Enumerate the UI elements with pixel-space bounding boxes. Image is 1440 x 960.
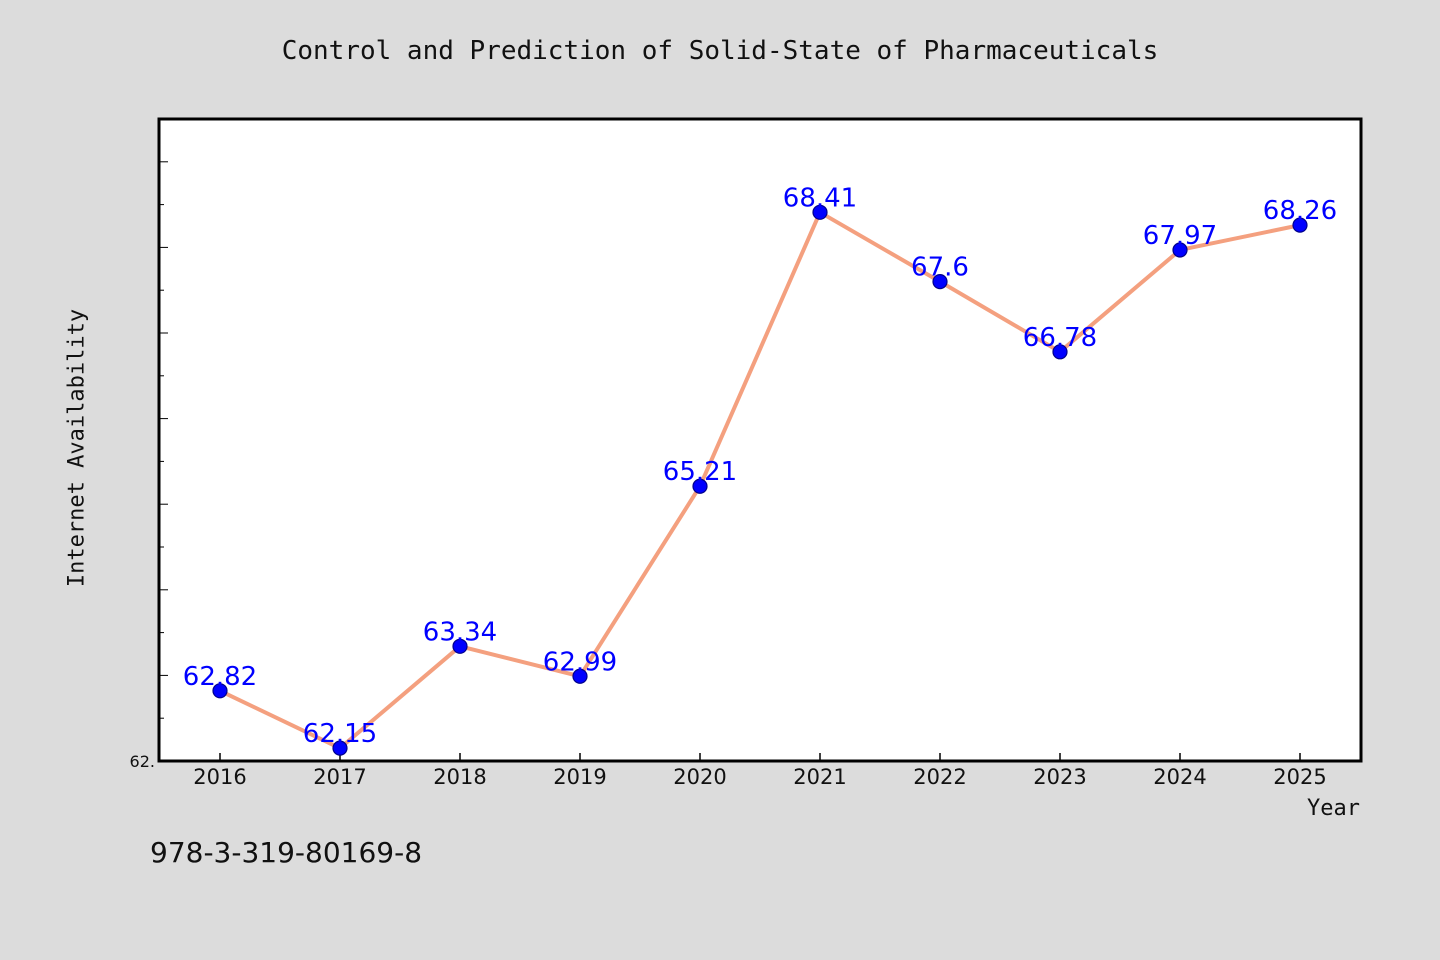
chart-title: Control and Prediction of Solid-State of… xyxy=(281,36,1159,66)
x-tick-label: 2020 xyxy=(673,765,726,789)
data-label: 68.26 xyxy=(1263,196,1337,226)
x-tick-label: 2018 xyxy=(433,765,486,789)
data-point xyxy=(212,683,228,699)
x-tick-label: 2025 xyxy=(1273,765,1326,789)
data-point xyxy=(332,740,348,756)
x-tick-label: 2019 xyxy=(553,765,606,789)
data-point xyxy=(452,638,468,654)
data-label: 68.41 xyxy=(783,183,857,213)
series-line-group xyxy=(219,210,1301,751)
data-labels-group: 62.82 62.15 63.34 62.99 65.21 68.41 67.6 66.78 6… xyxy=(183,183,1337,749)
x-tick-label: 2023 xyxy=(1033,765,1086,789)
data-point xyxy=(692,478,708,494)
data-point xyxy=(812,204,828,220)
x-tick-label: 2016 xyxy=(193,765,246,789)
x-tick-label: 2022 xyxy=(913,765,966,789)
data-label: 65.21 xyxy=(663,457,737,487)
x-ticks: 2016 2017 2018 2019 2020 2021 2022 2023 2024 2025 xyxy=(193,753,1327,789)
data-point xyxy=(932,274,948,290)
data-point xyxy=(1052,344,1068,360)
isbn-footer: 978-3-319-80169-8 xyxy=(150,836,423,869)
data-label: 66.78 xyxy=(1023,323,1097,353)
data-point xyxy=(1292,217,1308,233)
data-label: 62.82 xyxy=(183,662,257,692)
data-label: 62.15 xyxy=(303,719,377,749)
x-axis-label: Year xyxy=(1307,796,1360,821)
data-label: 62.99 xyxy=(543,647,617,677)
x-tick-label: 2017 xyxy=(313,765,366,789)
data-label: 67.97 xyxy=(1143,221,1217,251)
series-line xyxy=(219,210,1301,751)
data-point xyxy=(1172,242,1188,258)
markers-group xyxy=(212,204,1308,756)
data-label: 67.6 xyxy=(911,253,969,283)
x-tick-label: 2021 xyxy=(793,765,846,789)
data-point xyxy=(572,668,588,684)
data-label: 63.34 xyxy=(423,617,497,647)
plot-area xyxy=(159,119,1361,761)
y-tick-label: 62. xyxy=(130,752,155,771)
x-tick-label: 2024 xyxy=(1153,765,1206,789)
plot-frame xyxy=(157,117,1363,763)
